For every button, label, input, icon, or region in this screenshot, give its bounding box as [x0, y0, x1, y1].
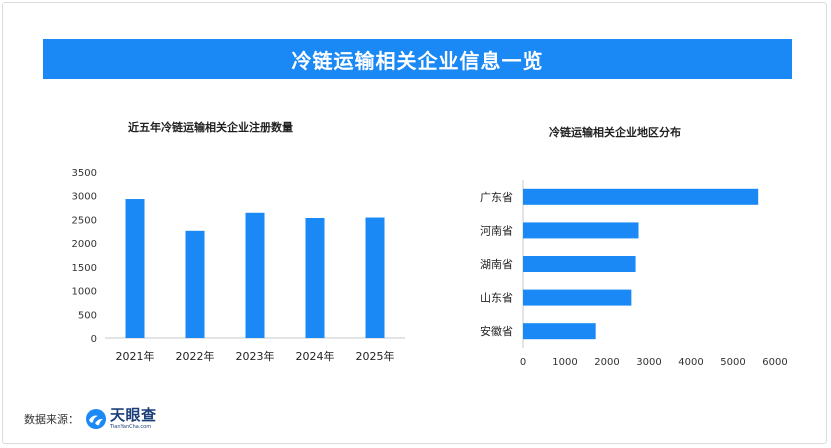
- y-tick-label: 广东省: [480, 191, 513, 204]
- x-tick-label: 2025年: [356, 349, 395, 363]
- logo-domain: TianYanCha.com: [110, 424, 152, 430]
- x-tick-label: 1000: [552, 357, 577, 368]
- y-tick-label: 山东省: [480, 292, 513, 305]
- y-tick-label: 安徽省: [480, 324, 513, 338]
- y-tick-label: 河南省: [480, 224, 513, 237]
- y-tick-label: 0: [91, 334, 97, 345]
- logo-name: 天眼查: [110, 406, 157, 424]
- y-tick-label: 3500: [72, 168, 97, 179]
- left-chart-title: 近五年冷链运输相关企业注册数量: [128, 121, 293, 134]
- y-tick-label: 500: [78, 310, 97, 321]
- chart-frame: [2, 2, 827, 444]
- bar-2025年: [365, 217, 385, 338]
- x-tick-label: 0: [520, 357, 526, 368]
- x-tick-label: 6000: [762, 357, 787, 368]
- bar-山东省: [523, 289, 632, 306]
- source-label: 数据来源：: [24, 413, 79, 426]
- bar-安徽省: [523, 323, 596, 340]
- y-tick-label: 1000: [72, 287, 97, 298]
- x-tick-label: 2023年: [236, 349, 275, 363]
- tianyancha-logo: 天眼查 TianYanCha.com: [85, 408, 157, 430]
- bar-2023年: [245, 212, 265, 338]
- banner-title: 冷链运输相关企业信息一览: [43, 39, 792, 79]
- bar-2021年: [125, 199, 145, 338]
- x-tick-label: 2000: [594, 357, 619, 368]
- y-tick-label: 湖南省: [480, 258, 513, 271]
- bar-河南省: [523, 222, 639, 239]
- footer-source: 数据来源： 天眼查 TianYanCha.com: [24, 404, 157, 434]
- x-tick-label: 2021年: [116, 349, 155, 363]
- y-tick-label: 1500: [72, 263, 97, 274]
- x-tick-label: 2024年: [296, 349, 335, 363]
- x-tick-label: 5000: [720, 357, 745, 368]
- right-chart-title: 冷链运输相关企业地区分布: [549, 126, 681, 139]
- bar-2022年: [185, 230, 205, 338]
- x-tick-label: 2022年: [176, 349, 215, 363]
- y-tick-label: 3000: [72, 192, 97, 203]
- bar-广东省: [523, 188, 759, 205]
- x-tick-label: 3000: [636, 357, 661, 368]
- bar-湖南省: [523, 256, 636, 272]
- bar-2024年: [305, 218, 325, 338]
- x-tick-label: 4000: [678, 357, 703, 368]
- tianyancha-logo-icon: [86, 409, 106, 429]
- y-tick-label: 2000: [72, 239, 97, 250]
- y-tick-label: 2500: [72, 215, 97, 226]
- registration-bar-chart: 0 500 1000 1500 2000 2500 3000 3500 2021年 2022年 20…: [72, 168, 405, 363]
